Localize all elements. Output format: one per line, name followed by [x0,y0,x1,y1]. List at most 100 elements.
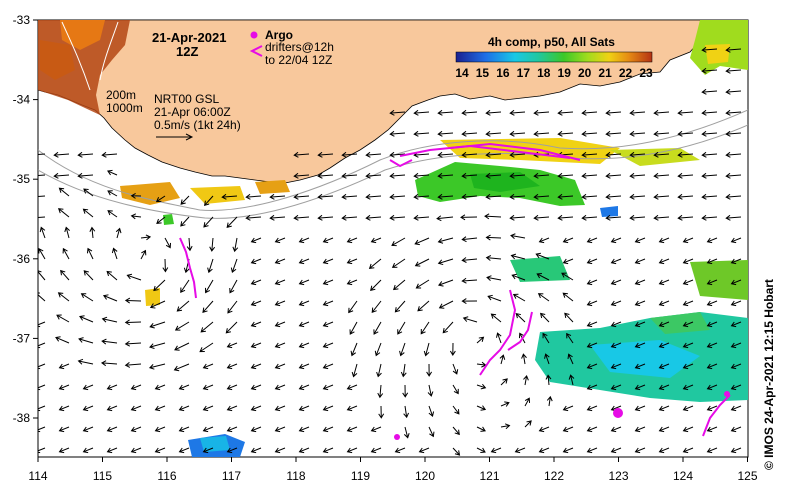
current-arrow [370,237,382,244]
current-arrow [562,405,574,412]
current-arrow [730,300,742,307]
current-arrow [437,279,454,287]
current-arrow [538,426,550,433]
current-arrow [485,151,502,158]
current-arrow [634,258,646,265]
current-arrow [298,342,310,349]
current-arrow [89,226,96,239]
current-arrow [317,214,334,221]
current-arrow [57,292,70,302]
current-arrow [154,426,166,433]
x-tick-label: 123 [608,469,628,483]
current-arrow [274,384,286,391]
current-arrow [586,405,598,412]
sst-patch [705,44,730,64]
current-arrow [126,273,142,281]
current-arrow [634,237,646,244]
current-arrow [250,321,262,328]
current-arrow [557,109,574,116]
current-arrow [417,300,430,312]
current-arrow [730,363,742,370]
current-arrow [539,312,550,323]
current-arrow [389,109,406,116]
current-arrow [178,426,190,433]
current-arrow [706,363,718,370]
current-arrow [682,342,694,349]
current-arrow [298,447,310,454]
current-arrow [568,374,575,386]
current-arrow [581,172,598,179]
current-arrow [476,405,487,411]
current-arrow [509,109,526,116]
current-arrow [557,130,574,137]
current-arrow [227,300,238,314]
current-arrow [586,384,598,391]
current-arrow [610,384,622,391]
current-arrow [202,426,214,433]
current-arrow [86,247,94,260]
current-arrow [436,215,454,222]
current-arrow [38,405,46,412]
map-date: 21-Apr-2021 [152,30,226,45]
current-arrow [437,193,454,200]
current-arrow [391,237,406,247]
current-arrow [523,374,529,386]
current-arrow [403,426,410,439]
current-arrow [156,216,166,225]
current-arrow [701,214,718,221]
sst-scale-label: 22 [619,66,633,80]
current-arrow [485,255,502,261]
current-arrow [389,151,406,158]
current-arrow [658,321,670,328]
current-arrow [442,321,454,334]
sst-patch [163,214,174,225]
current-arrow [730,447,742,454]
current-arrow [298,426,310,433]
current-arrow [725,67,742,74]
drifter-track [479,289,517,376]
current-arrow [77,151,94,158]
current-arrow [706,405,718,412]
current-arrow [586,321,598,328]
current-arrow [452,384,459,395]
current-arrow [124,319,142,326]
current-arrow [634,279,646,286]
contour-1000m [38,124,748,219]
current-arrow [561,272,574,281]
current-arrow [542,332,550,344]
current-arrow [322,384,334,391]
current-arrow [402,384,409,398]
current-arrow [322,321,334,328]
current-arrow [106,270,118,281]
drifter-tracks [179,142,731,437]
argo-float [394,434,400,440]
current-arrow [701,46,718,53]
current-arrow [485,130,502,137]
analysis-scale: 0.5m/s (1kt 24h) [154,118,241,132]
current-arrow [82,426,94,433]
current-arrow [130,447,142,454]
current-arrow [101,338,118,345]
current-arrow [610,342,622,349]
current-arrow [394,447,406,454]
current-arrow [706,447,718,454]
current-arrow [58,405,70,412]
x-tick-label: 125 [737,469,757,483]
current-arrow [476,426,486,432]
y-tick-label: -37 [13,331,31,345]
x-tick-label: 115 [93,469,112,483]
sst-colorbar-gradient [455,51,653,63]
contour-1000m-label: 1000m [106,101,143,115]
current-arrow [414,258,430,267]
current-arrow [653,130,670,137]
current-arrow [682,237,694,244]
drifter-track [702,394,731,437]
current-arrow [438,300,454,309]
current-arrow [298,363,310,370]
current-arrow [437,258,454,266]
y-tick-label: -38 [13,411,31,425]
current-arrow [377,384,384,399]
current-arrow [701,172,718,179]
contour-200m [38,109,748,211]
